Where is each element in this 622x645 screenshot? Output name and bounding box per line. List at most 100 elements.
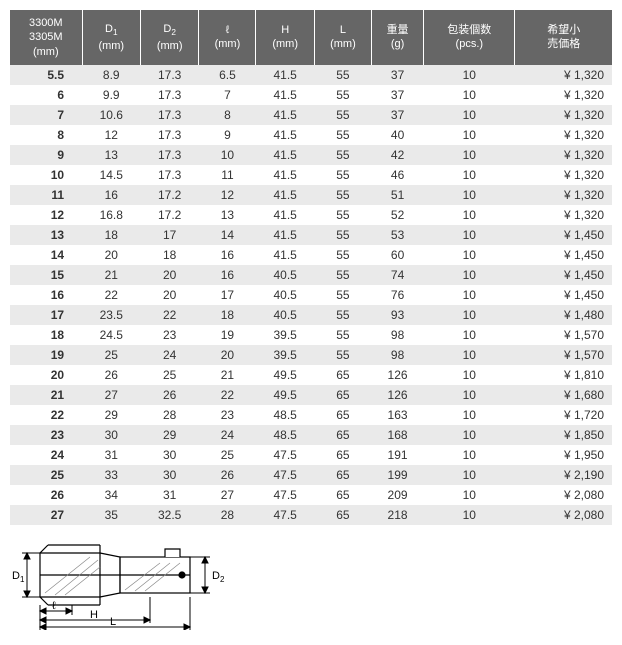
- cell-price: ¥ 2,190: [515, 465, 612, 485]
- cell-d2: 17.3: [140, 105, 198, 125]
- cell-d1: 13: [82, 145, 140, 165]
- cell-d2: 17.3: [140, 165, 198, 185]
- cell-weight: 199: [371, 465, 423, 485]
- cell-h: 41.5: [256, 245, 314, 265]
- cell-l: 27: [199, 485, 256, 505]
- cell-price: ¥ 1,570: [515, 345, 612, 365]
- table-row: 111617.21241.5555110¥ 1,320: [10, 185, 612, 205]
- cell-weight: 209: [371, 485, 423, 505]
- cell-size: 8: [10, 125, 82, 145]
- socket-diagram: D1 D2 ℓ H: [10, 535, 612, 635]
- cell-size: 20: [10, 365, 82, 385]
- cell-pcs: 10: [424, 465, 515, 485]
- cell-h: 47.5: [256, 465, 314, 485]
- cell-d1: 30: [82, 425, 140, 445]
- cell-l: 9: [199, 125, 256, 145]
- cell-h: 40.5: [256, 305, 314, 325]
- cell-l: 16: [199, 245, 256, 265]
- header-size: 3300M3305M(mm): [10, 10, 82, 65]
- cell-pcs: 10: [424, 445, 515, 465]
- cell-price: ¥ 1,320: [515, 85, 612, 105]
- cell-l: 25: [199, 445, 256, 465]
- table-row: 81217.3941.5554010¥ 1,320: [10, 125, 612, 145]
- cell-weight: 163: [371, 405, 423, 425]
- cell-d1: 25: [82, 345, 140, 365]
- header-lg: L(mm): [314, 10, 371, 65]
- cell-weight: 191: [371, 445, 423, 465]
- cell-pcs: 10: [424, 305, 515, 325]
- cell-size: 23: [10, 425, 82, 445]
- table-row: 1420181641.5556010¥ 1,450: [10, 245, 612, 265]
- cell-weight: 60: [371, 245, 423, 265]
- cell-d2: 31: [140, 485, 198, 505]
- cell-l: 24: [199, 425, 256, 445]
- cell-lg: 55: [314, 65, 371, 85]
- cell-d1: 18: [82, 225, 140, 245]
- table-row: 1216.817.21341.5555210¥ 1,320: [10, 205, 612, 225]
- cell-lg: 65: [314, 465, 371, 485]
- cell-l: 28: [199, 505, 256, 525]
- cell-l: 10: [199, 145, 256, 165]
- cell-d2: 22: [140, 305, 198, 325]
- cell-d1: 16.8: [82, 205, 140, 225]
- cell-d2: 17.3: [140, 85, 198, 105]
- cell-h: 41.5: [256, 165, 314, 185]
- cell-price: ¥ 1,450: [515, 225, 612, 245]
- table-row: 1521201640.5557410¥ 1,450: [10, 265, 612, 285]
- header-h: H(mm): [256, 10, 314, 65]
- cell-price: ¥ 1,320: [515, 165, 612, 185]
- cell-l: 8: [199, 105, 256, 125]
- cell-size: 13: [10, 225, 82, 245]
- cell-l: 20: [199, 345, 256, 365]
- cell-l: 16: [199, 265, 256, 285]
- cell-lg: 65: [314, 505, 371, 525]
- cell-l: 12: [199, 185, 256, 205]
- table-body: 5.58.917.36.541.5553710¥ 1,32069.917.374…: [10, 65, 612, 525]
- cell-pcs: 10: [424, 325, 515, 345]
- cell-d1: 24.5: [82, 325, 140, 345]
- cell-pcs: 10: [424, 225, 515, 245]
- cell-pcs: 10: [424, 65, 515, 85]
- cell-size: 27: [10, 505, 82, 525]
- table-row: 2330292448.56516810¥ 1,850: [10, 425, 612, 445]
- cell-h: 40.5: [256, 265, 314, 285]
- cell-size: 10: [10, 165, 82, 185]
- cell-h: 47.5: [256, 505, 314, 525]
- cell-price: ¥ 1,450: [515, 265, 612, 285]
- cell-lg: 65: [314, 385, 371, 405]
- cell-price: ¥ 1,850: [515, 425, 612, 445]
- cell-price: ¥ 1,320: [515, 65, 612, 85]
- cell-lg: 55: [314, 265, 371, 285]
- table-row: 1622201740.5557610¥ 1,450: [10, 285, 612, 305]
- cell-pcs: 10: [424, 425, 515, 445]
- cell-pcs: 10: [424, 265, 515, 285]
- cell-d2: 29: [140, 425, 198, 445]
- header-price: 希望小売価格: [515, 10, 612, 65]
- table-row: 1824.5231939.5559810¥ 1,570: [10, 325, 612, 345]
- cell-weight: 37: [371, 65, 423, 85]
- cell-h: 48.5: [256, 405, 314, 425]
- cell-size: 22: [10, 405, 82, 425]
- cell-d1: 12: [82, 125, 140, 145]
- cell-weight: 42: [371, 145, 423, 165]
- cell-d1: 26: [82, 365, 140, 385]
- cell-h: 41.5: [256, 105, 314, 125]
- table-row: 2127262249.56512610¥ 1,680: [10, 385, 612, 405]
- cell-weight: 37: [371, 85, 423, 105]
- cell-weight: 74: [371, 265, 423, 285]
- cell-d2: 17.3: [140, 145, 198, 165]
- cell-size: 12: [10, 205, 82, 225]
- cell-weight: 76: [371, 285, 423, 305]
- table-row: 2026252149.56512610¥ 1,810: [10, 365, 612, 385]
- table-row: 710.617.3841.5553710¥ 1,320: [10, 105, 612, 125]
- cell-size: 17: [10, 305, 82, 325]
- cell-d2: 17: [140, 225, 198, 245]
- cell-size: 26: [10, 485, 82, 505]
- cell-l: 6.5: [199, 65, 256, 85]
- cell-lg: 55: [314, 185, 371, 205]
- cell-price: ¥ 1,320: [515, 105, 612, 125]
- cell-h: 41.5: [256, 185, 314, 205]
- table-row: 5.58.917.36.541.5553710¥ 1,320: [10, 65, 612, 85]
- header-l: ℓ(mm): [199, 10, 256, 65]
- cell-l: 17: [199, 285, 256, 305]
